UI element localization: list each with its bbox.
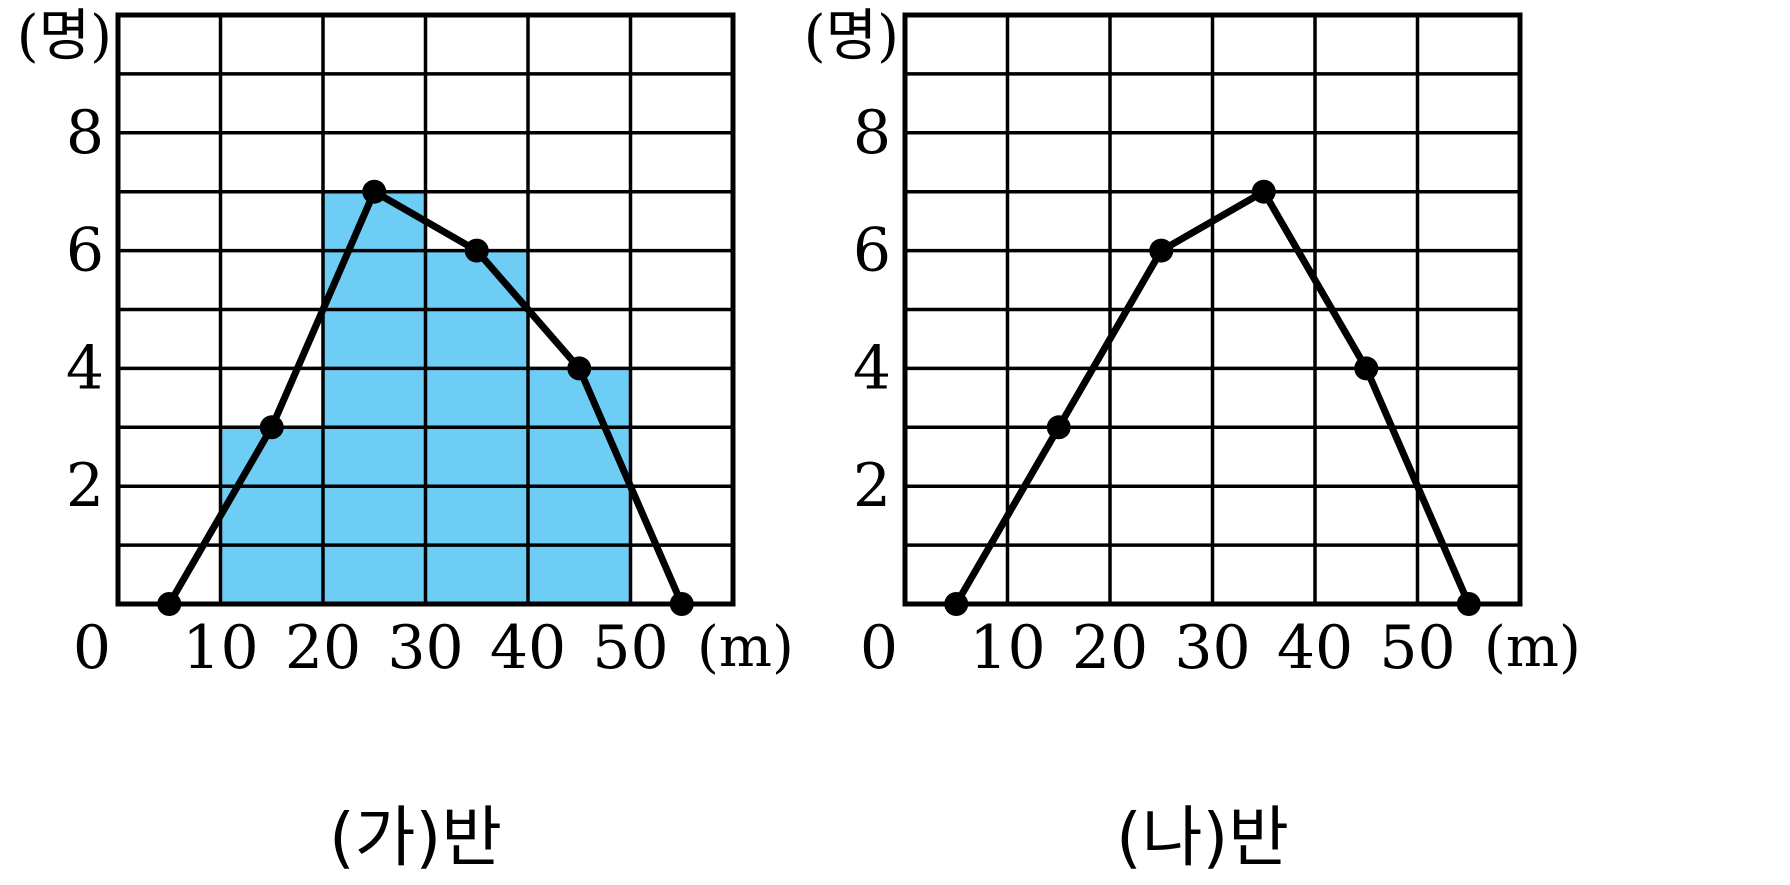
x-tick-label: 20 (1072, 613, 1148, 683)
x-tick-label: 30 (387, 613, 463, 683)
x-tick-label: 40 (490, 613, 566, 683)
y-tick-label: 4 (853, 333, 891, 403)
x-tick-label: 40 (1277, 613, 1353, 683)
x-tick-label: 50 (1379, 613, 1455, 683)
x-tick-label: 30 (1174, 613, 1250, 683)
frequency-polygon-point (669, 592, 694, 616)
frequency-polygon-line (166, 188, 685, 606)
y-axis-unit: (명) (17, 4, 112, 69)
frequency-polygon-point (1456, 592, 1481, 616)
frequency-polygon-point (1046, 415, 1071, 440)
frequency-polygon-point (1149, 238, 1174, 263)
frequency-polygon-point (259, 415, 284, 440)
x-tick-label: 10 (182, 613, 258, 683)
x-tick-label: 50 (592, 613, 668, 683)
chart-caption: (나)반 (1116, 799, 1289, 876)
plot-frame (902, 12, 1523, 607)
x-tick-label: 20 (285, 613, 361, 683)
frequency-polygon-point (1354, 356, 1379, 381)
frequency-polygon-point (157, 592, 182, 616)
frequency-polygon-point (567, 356, 592, 381)
chart-class-na: 0 10 20 30 40 50 2 4 6 8 (명) (m) (나)반 (804, 4, 1581, 876)
y-tick-label: 2 (66, 451, 104, 521)
histogram-bar (220, 427, 323, 604)
x-axis-unit: (m) (1484, 615, 1581, 680)
frequency-polygon-point (464, 238, 489, 263)
y-axis-unit: (명) (804, 4, 899, 69)
x-tick-label: 0 (860, 613, 898, 683)
x-tick-label: 10 (969, 613, 1045, 683)
frequency-polygon-point (362, 179, 387, 204)
y-tick-label: 6 (853, 216, 891, 286)
y-tick-label: 8 (66, 98, 104, 168)
plot-frame (115, 12, 736, 607)
x-axis-unit: (m) (697, 615, 794, 680)
frequency-polygon-point (1251, 179, 1276, 204)
frequency-polygon-line (953, 188, 1472, 606)
chart-class-ga: 0 10 20 30 40 50 2 4 6 8 (명) (m) (가)반 (17, 4, 794, 876)
y-tick-label: 2 (853, 451, 891, 521)
histogram-bar (323, 191, 426, 604)
y-tick-label: 6 (66, 216, 104, 286)
chart-caption: (가)반 (329, 799, 502, 876)
frequency-polygon-point (944, 592, 969, 616)
x-tick-label: 0 (73, 613, 111, 683)
y-tick-label: 8 (853, 98, 891, 168)
y-tick-label: 4 (66, 333, 104, 403)
